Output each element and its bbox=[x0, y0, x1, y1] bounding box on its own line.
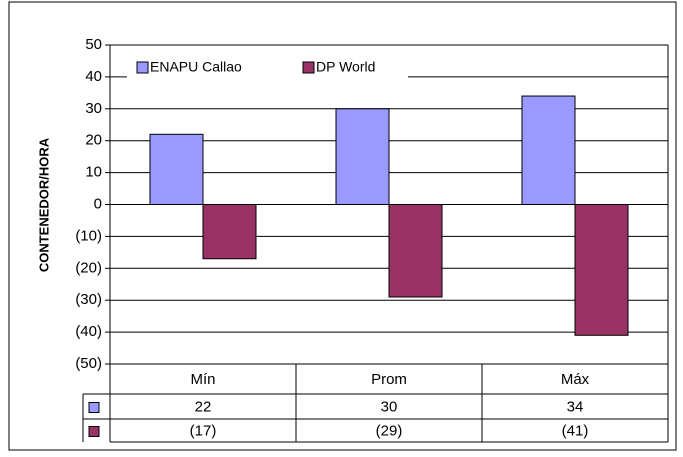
legend-swatch bbox=[136, 61, 149, 74]
y-tick-label: 0 bbox=[94, 195, 102, 212]
bar bbox=[521, 95, 576, 205]
y-tick-label: (40) bbox=[75, 323, 102, 340]
data-label: 34 bbox=[567, 398, 584, 415]
y-tick-label: (30) bbox=[75, 291, 102, 308]
bar bbox=[149, 133, 204, 206]
x-tick-label: Mín bbox=[190, 371, 215, 388]
y-tick-label: 20 bbox=[85, 132, 102, 149]
y-tick-label: (50) bbox=[75, 355, 102, 372]
legend-label: DP World bbox=[316, 59, 375, 75]
legend-label: ENAPU Callao bbox=[150, 59, 242, 75]
x-tick-label: Máx bbox=[561, 371, 590, 388]
bar bbox=[388, 204, 443, 298]
bar bbox=[202, 204, 257, 260]
y-axis-title: CONTENEDOR/HORA bbox=[36, 137, 51, 272]
table-legend-key bbox=[88, 402, 100, 413]
data-label: (41) bbox=[562, 422, 589, 439]
table-legend-key bbox=[88, 426, 100, 437]
y-tick-label: 10 bbox=[85, 164, 102, 181]
data-label: 30 bbox=[381, 398, 398, 415]
bar bbox=[335, 108, 390, 205]
data-label: (17) bbox=[190, 422, 217, 439]
y-tick-label: 30 bbox=[85, 100, 102, 117]
bar bbox=[574, 204, 629, 336]
legend-swatch bbox=[302, 61, 315, 74]
y-tick-label: (10) bbox=[75, 227, 102, 244]
y-tick-label: (20) bbox=[75, 259, 102, 276]
data-label: 22 bbox=[195, 398, 212, 415]
y-tick-label: 40 bbox=[85, 68, 102, 85]
x-tick-label: Prom bbox=[371, 371, 407, 388]
data-label: (29) bbox=[376, 422, 403, 439]
legend-box bbox=[127, 55, 408, 81]
y-tick-label: 50 bbox=[85, 36, 102, 53]
